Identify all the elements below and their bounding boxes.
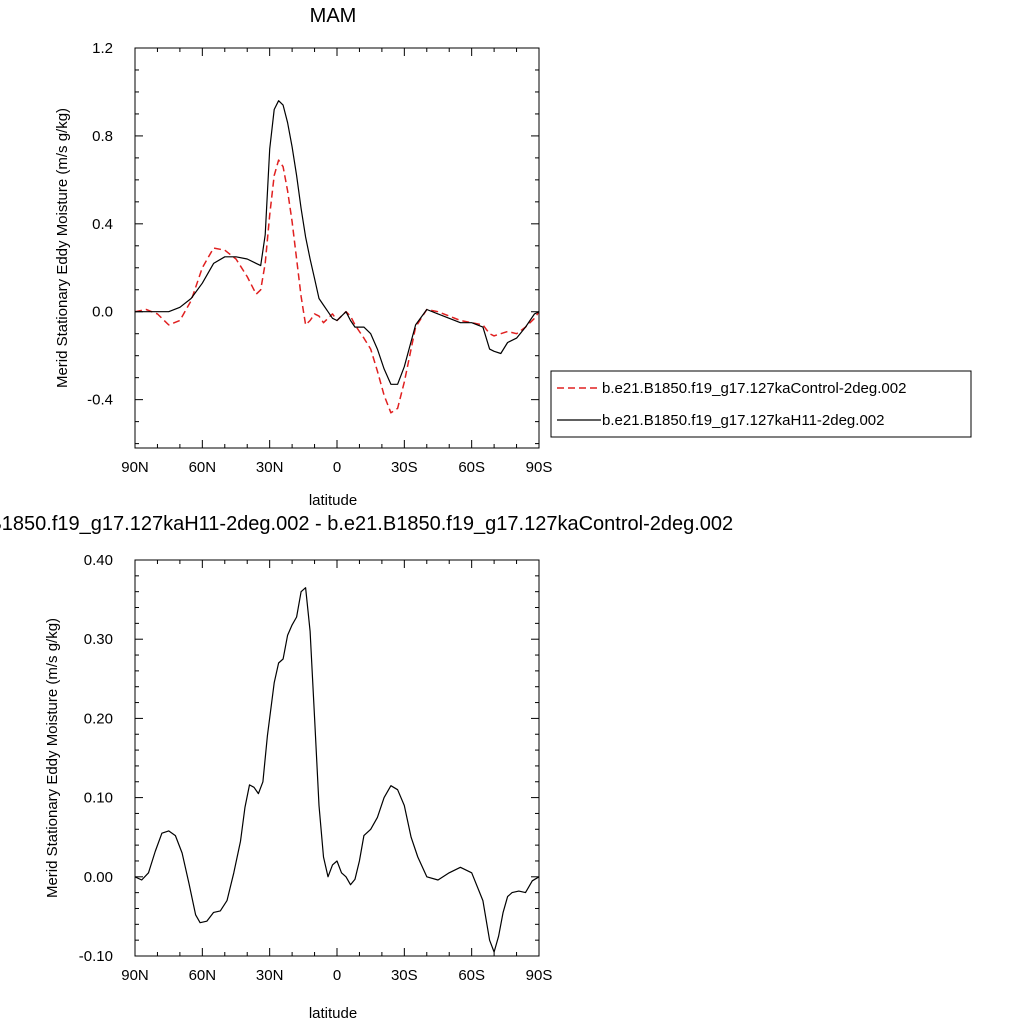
bottom-panel: b.e21.B1850.f19_g17.127kaH11-2deg.002 - … [0,513,733,1022]
legend-box [550,370,972,438]
y-tick-label: 0.10 [84,790,113,807]
top-x-axis-label: latitude [309,492,357,509]
bottom-series-lines [134,587,540,953]
x-tick-label: 90N [121,459,149,476]
y-tick-label: -0.10 [79,948,113,965]
legend-label-h11: b.e21.B1850.f19_g17.127kaH11-2deg.002 [602,412,884,429]
x-tick-label: 90N [121,967,149,984]
y-tick-label: 0.00 [84,869,113,886]
y-tick-label: 0.0 [92,304,113,321]
series-line-1 [134,159,540,414]
x-tick-label: 60N [189,459,217,476]
x-tick-label: 30N [256,967,284,984]
y-tick-label: -0.4 [87,392,113,409]
top-plot-frame [134,47,540,449]
legend: b.e21.B1850.f19_g17.127kaControl-2deg.00… [550,370,972,438]
bottom-x-axis-label: latitude [309,1005,357,1022]
bottom-plot-frame [134,559,540,957]
x-tick-label: 0 [333,967,341,984]
y-tick-label: 0.40 [84,552,113,569]
bottom-axis-ticks: 90N 60N 30N 0 30S 60S 90S -0.10 0.00 0.10 0.20 0.30… [79,552,553,984]
x-tick-label: 60S [458,967,485,984]
x-tick-label: 90S [526,459,553,476]
series-line-1 [134,587,540,953]
top-axis-ticks: 90N 60N 30N 0 30S 60S 90S -0.4 0.0 0.4 0.8 1.2 [87,40,552,476]
y-tick-label: 0.30 [84,631,113,648]
x-tick-label: 90S [526,967,553,984]
top-panel: MAM 90N 60N 30N 0 30S 60S 90S-0.40.00.40.81.2 … [54,5,972,509]
legend-label-control: b.e21.B1850.f19_g17.127kaControl-2deg.00… [602,380,906,397]
x-tick-label: 30S [391,967,418,984]
y-tick-label: 0.8 [92,128,113,145]
x-tick-label: 0 [333,459,341,476]
x-tick-label: 30S [391,459,418,476]
bottom-chart-title: b.e21.B1850.f19_g17.127kaH11-2deg.002 - … [0,513,733,535]
y-tick-label: 0.4 [92,216,113,233]
bottom-y-axis-label: Merid Stationary Eddy Moisture (m/s g/kg… [44,618,61,898]
top-y-axis-label: Merid Stationary Eddy Moisture (m/s g/kg… [54,108,71,388]
top-series-lines [134,100,540,414]
top-chart-title: MAM [310,5,357,27]
series-line-2 [135,100,540,385]
x-tick-label: 60N [189,967,217,984]
y-tick-label: 0.20 [84,710,113,727]
x-tick-label: 30N [256,459,284,476]
y-tick-label: 1.2 [92,40,113,57]
x-tick-label: 60S [458,459,485,476]
